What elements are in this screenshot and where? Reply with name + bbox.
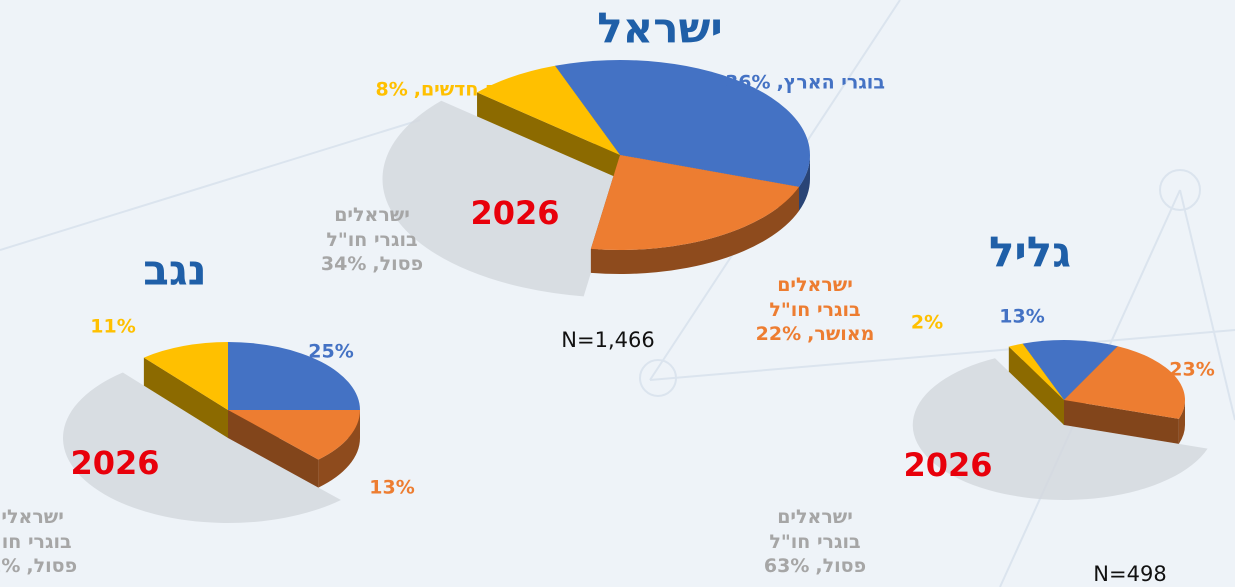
- pie-slice: [1022, 340, 1118, 400]
- center-label: 2026: [470, 194, 560, 232]
- pie-slice: [590, 155, 799, 250]
- slice-label: 2%: [911, 311, 943, 336]
- sample-size: N=498: [1093, 562, 1167, 586]
- pie-slice: [477, 65, 620, 155]
- slice-category: ישראלים בוגרי חו"ל פסול,: [326, 203, 424, 276]
- pie-slice-shadow: [382, 100, 620, 297]
- slice-label: בוגרי הארץ,36%: [725, 71, 885, 96]
- slice-category: עולים חדשים,: [413, 78, 535, 101]
- slice-label: ישראלים בוגרי חו"ל מאושר,22%: [756, 273, 875, 347]
- slice-value: 11%: [90, 315, 136, 338]
- slice-label: 23%: [1169, 358, 1214, 383]
- chart-title: גליל: [989, 227, 1071, 277]
- slice-category: בוגרי הארץ,: [776, 71, 885, 94]
- slice-category: ישראלים בוגרי חו"ל מאושר,: [769, 273, 875, 346]
- slice-value: 8%: [375, 78, 408, 101]
- pie-slice: [555, 60, 811, 187]
- slice-category: ישראלים בוגרי חו"ל פסול,: [769, 505, 867, 578]
- pie-slice-wall: [143, 357, 228, 438]
- slice-value: 13%: [369, 476, 415, 499]
- pie-slice: [143, 342, 228, 410]
- pie-slice-wall: [477, 92, 620, 179]
- slice-value: 25%: [308, 340, 354, 363]
- center-label: 2026: [903, 446, 993, 484]
- slice-value: 36%: [725, 71, 771, 94]
- slice-value: 22%: [755, 323, 802, 346]
- chart-title: נגב: [143, 245, 207, 295]
- slice-label: ישראלים בוגרי חו"ל פסול,63%: [764, 505, 866, 579]
- pie-slice-side: [1178, 400, 1185, 444]
- pie-slice-shadow: [62, 372, 341, 524]
- slice-value: 34%: [320, 253, 367, 276]
- slice-label: ישראלים בוגרי חו"ל פסול,51%: [0, 505, 77, 579]
- slice-value: 51%: [0, 555, 21, 578]
- pie-slice-side: [318, 410, 360, 488]
- slice-label: 11%: [90, 315, 135, 340]
- pie-slice-shadow: [912, 358, 1208, 500]
- pie-slice: [1008, 343, 1064, 400]
- slice-value: 23%: [1169, 358, 1215, 381]
- slice-value: 2%: [910, 311, 944, 334]
- pie-slice: [1064, 346, 1185, 419]
- pie-slice: [228, 410, 360, 460]
- slice-label: 25%: [308, 340, 353, 365]
- slice-category: ישראלים בוגרי חו"ל פסול,: [0, 505, 78, 578]
- chart-title: ישראל: [597, 3, 723, 53]
- center-label: 2026: [70, 444, 160, 482]
- slice-label: 13%: [369, 476, 414, 501]
- pie-slice-wall: [228, 410, 319, 488]
- slice-value: 13%: [999, 305, 1045, 328]
- pie-slice-wall: [1064, 400, 1179, 444]
- slice-label: 13%: [999, 305, 1044, 330]
- pie-slice: [228, 342, 360, 410]
- slice-value: 63%: [763, 555, 810, 578]
- pie-slice-side: [590, 186, 799, 274]
- pie-slice-side: [798, 155, 810, 211]
- sample-size: N=1,466: [561, 328, 655, 352]
- slice-label: עולים חדשים,8%: [375, 78, 534, 103]
- slice-label: ישראלים בוגרי חו"ל פסול,34%: [321, 203, 423, 277]
